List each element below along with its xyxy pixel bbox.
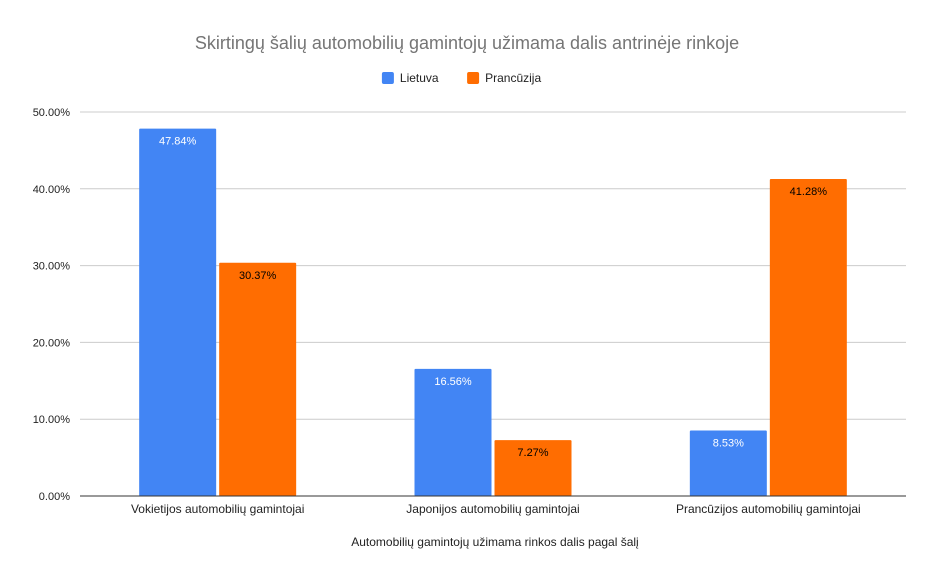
bar	[494, 440, 572, 496]
gridlines	[80, 111, 906, 420]
chart-title: Skirtingų šalių automobilių gamintojų už…	[195, 33, 739, 53]
y-tick-label: 10.00%	[33, 414, 71, 426]
y-tick-label: 50.00%	[33, 107, 71, 119]
data-labels: 47.84% 30.37% 16.56% 7.27% 8.53% 41.28%	[159, 136, 827, 460]
bar	[769, 178, 847, 496]
y-tick-label: 40.00%	[33, 184, 71, 196]
x-axis-title: Automobilių gamintojų užimama rinkos dal…	[351, 535, 639, 549]
y-tick-label: 30.00%	[33, 261, 71, 273]
data-label: 47.84%	[159, 136, 197, 148]
y-tick-label: 0.00%	[39, 491, 70, 503]
x-axis: Vokietijos automobilių gamintojai Japonij…	[80, 495, 906, 516]
data-label: 8.53%	[713, 437, 744, 449]
x-tick-label: Japonijos automobilių gamintojai	[406, 502, 579, 516]
bar	[219, 262, 297, 496]
data-label: 41.28%	[790, 186, 828, 198]
data-label: 7.27%	[517, 447, 548, 459]
legend-swatch	[467, 72, 480, 84]
data-label: 30.37%	[239, 270, 277, 282]
legend-label: Lietuva	[400, 71, 439, 85]
y-tick-label: 20.00%	[33, 337, 71, 349]
legend-swatch	[381, 72, 394, 84]
bar	[689, 430, 767, 496]
data-label: 16.56%	[434, 376, 472, 388]
bar	[139, 128, 217, 496]
legend-label: Prancūzija	[485, 71, 541, 85]
y-axis: 0.00% 10.00% 20.00% 30.00% 40.00% 50.00%	[33, 107, 71, 503]
bar	[414, 368, 492, 496]
bars	[139, 128, 847, 496]
legend: Lietuva Prancūzija	[381, 71, 541, 85]
x-tick-label: Prancūzijos automobilių gamintojai	[676, 502, 861, 516]
x-tick-label: Vokietijos automobilių gamintojai	[131, 502, 304, 516]
